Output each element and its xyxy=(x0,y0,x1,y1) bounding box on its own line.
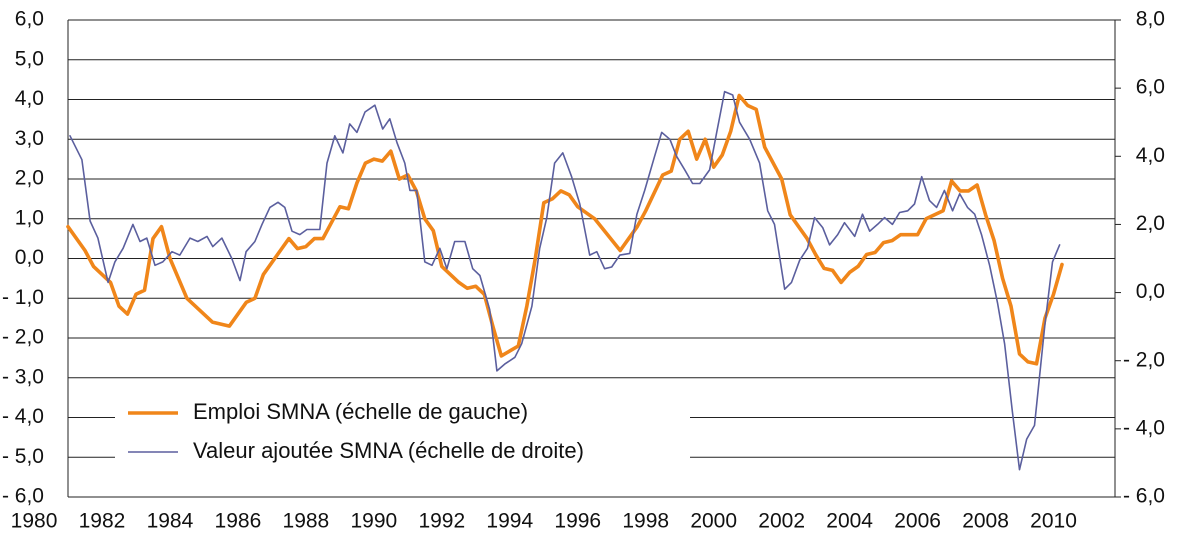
y2-tick-label: 8,0 xyxy=(1136,8,1165,31)
y2-tick-label: 0,0 xyxy=(1136,280,1165,303)
y2-tick-label: - 4,0 xyxy=(1123,416,1165,439)
y-tick-label: 0,0 xyxy=(15,246,44,269)
series-line xyxy=(69,90,1061,471)
x-tick-label: 2004 xyxy=(826,510,873,533)
y-tick-label: - 3,0 xyxy=(2,365,44,388)
x-tick-label: 1982 xyxy=(79,510,126,533)
y-tick-label: 2,0 xyxy=(15,167,44,190)
y-tick-label: - 6,0 xyxy=(2,485,44,508)
x-tick-label: 1990 xyxy=(350,510,397,533)
y-tick-label: - 4,0 xyxy=(2,405,44,428)
x-tick-label: 1996 xyxy=(554,510,601,533)
y-tick-label: - 2,0 xyxy=(2,326,44,349)
y2-tick-label: 6,0 xyxy=(1136,76,1165,99)
x-tick-label: 1986 xyxy=(215,510,262,533)
legend-label: Emploi SMNA (échelle de gauche) xyxy=(193,399,528,424)
y-tick-label: 6,0 xyxy=(15,8,44,31)
legend: Emploi SMNA (échelle de gauche) Valeur aj… xyxy=(115,392,690,472)
x-tick-label: 1988 xyxy=(283,510,330,533)
x-tick-label: 2010 xyxy=(1030,510,1077,533)
y-tick-label: - 5,0 xyxy=(2,445,44,468)
x-tick-label: 1992 xyxy=(418,510,465,533)
y-tick-label: - 1,0 xyxy=(2,286,44,309)
y2-tick-label: 2,0 xyxy=(1136,212,1165,235)
legend-box xyxy=(115,392,690,472)
x-tick-label: 1994 xyxy=(486,510,533,533)
x-tick-label: 2000 xyxy=(690,510,737,533)
x-tick-label: 1998 xyxy=(622,510,669,533)
x-tick-label: 2008 xyxy=(962,510,1009,533)
y2-tick-label: - 2,0 xyxy=(1123,348,1165,371)
x-tick-label: 2006 xyxy=(894,510,941,533)
x-tick-label: 1984 xyxy=(147,510,194,533)
legend-label: Valeur ajoutée SMNA (échelle de droite) xyxy=(193,438,584,463)
x-tick-label: 2002 xyxy=(758,510,805,533)
y-tick-label: 4,0 xyxy=(15,87,44,110)
y-tick-label: 5,0 xyxy=(15,47,44,70)
y2-tick-label: - 6,0 xyxy=(1123,485,1165,508)
y-tick-label: 1,0 xyxy=(15,206,44,229)
x-tick-label: 1980 xyxy=(11,510,58,533)
y-tick-label: 3,0 xyxy=(15,127,44,150)
series-line xyxy=(66,93,1064,366)
y2-tick-label: 4,0 xyxy=(1136,144,1165,167)
